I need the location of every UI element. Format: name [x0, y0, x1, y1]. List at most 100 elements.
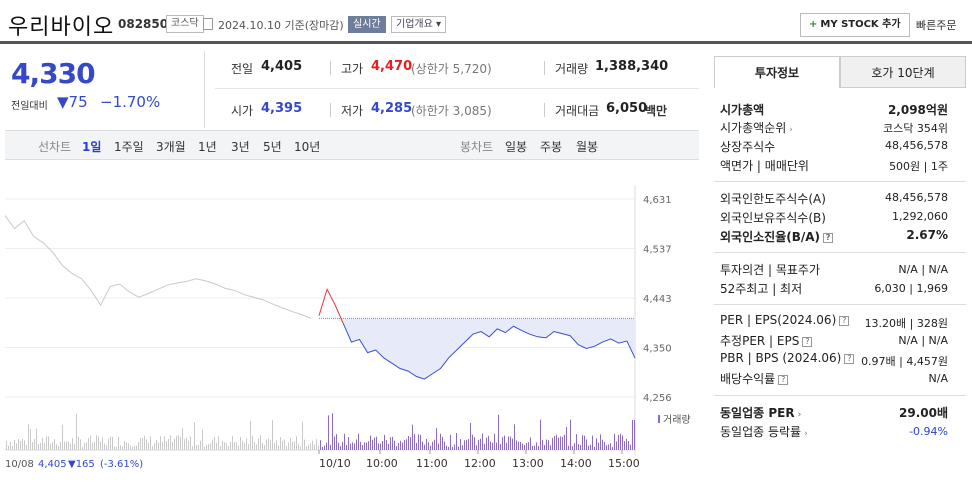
week52-value: 6,030 | 1,969	[874, 282, 948, 295]
help-icon[interactable]: ?	[823, 232, 834, 243]
volume-bar	[490, 441, 491, 450]
volume-bar	[288, 442, 289, 450]
intraday-price-chart[interactable]: 4,631 4,537 4,443 4,350 4,256 10/10 10:00 11:0…	[5, 165, 699, 481]
volume-bar	[376, 436, 377, 450]
volume-bar	[460, 439, 461, 450]
volume-bar	[176, 436, 177, 450]
volume-bar	[432, 441, 433, 450]
volume-bar	[58, 445, 59, 450]
volume-bar	[404, 440, 405, 450]
volume-bar	[118, 437, 119, 450]
volume-bar	[166, 441, 167, 450]
document-icon[interactable]	[203, 18, 213, 30]
volume-bar	[576, 434, 577, 450]
volume-bar	[430, 445, 431, 450]
stock-code: 082850	[118, 17, 169, 31]
volume-bar	[218, 436, 219, 450]
volume-bar	[446, 445, 447, 450]
trade-amount-unit: 백만	[645, 104, 668, 118]
volume-bar	[128, 443, 129, 450]
volume-bar	[372, 439, 373, 450]
volume-label: 거래량	[555, 62, 589, 76]
help-icon[interactable]: ?	[778, 374, 789, 385]
volume-bar	[364, 442, 365, 450]
change-label: 전일대비	[11, 101, 48, 112]
volume-bar	[44, 442, 45, 450]
volume-bar	[468, 439, 469, 450]
volume-bar	[302, 421, 303, 450]
volume-bar	[536, 442, 537, 450]
change-percent: −1.70%	[100, 93, 161, 111]
volume-bar	[246, 438, 247, 450]
period-tab-1w[interactable]: 1주일	[114, 140, 144, 154]
volume-bar	[216, 442, 217, 450]
candle-tab-weekly[interactable]: 주봉	[540, 140, 563, 154]
listed-shares-value: 48,456,578	[885, 139, 948, 152]
volume-bar	[52, 442, 53, 450]
tab-order-book[interactable]: 호가 10단계	[840, 56, 966, 88]
volume-bar	[30, 429, 31, 450]
volume-bar	[382, 440, 383, 450]
volume-bar	[140, 437, 141, 450]
volume-bar	[352, 442, 353, 450]
opinion-label: 투자의견 | 목표주가	[720, 263, 820, 277]
market-cap-rank-label[interactable]: 시가총액순위 ›	[720, 121, 793, 135]
volume-bar	[94, 441, 95, 450]
volume-bar	[482, 433, 483, 450]
volume-bar	[104, 443, 105, 450]
help-icon[interactable]: ?	[802, 336, 813, 347]
volume-bar	[172, 442, 173, 450]
volume-bar	[370, 435, 371, 450]
volume-bar	[560, 436, 561, 450]
volume-bar	[40, 443, 41, 450]
volume-bar	[244, 442, 245, 450]
volume-bar	[436, 428, 437, 450]
industry-per-label[interactable]: 동일업종 PER ›	[720, 406, 802, 420]
volume-bar	[224, 442, 225, 450]
x-axis-ticks: 10/10 10:00 11:00 12:00 13:00 14:00 15:00	[318, 450, 640, 470]
company-info-dropdown[interactable]: 기업개요 ▾	[391, 16, 446, 33]
volume-bar	[464, 440, 465, 450]
volume-bar	[92, 442, 93, 450]
volume-bar	[616, 441, 617, 450]
volume-bar	[322, 446, 323, 450]
volume-bar	[50, 444, 51, 450]
candle-tab-daily[interactable]: 일봉	[505, 140, 528, 154]
volume-bar	[34, 438, 35, 450]
period-tab-1d[interactable]: 1일	[82, 140, 102, 154]
period-tab-1y[interactable]: 1년	[198, 140, 217, 154]
volume-bar	[260, 435, 261, 450]
chevron-right-icon: ›	[789, 125, 793, 135]
volume-bar	[292, 441, 293, 450]
volume-bar	[208, 444, 209, 450]
period-tab-3m[interactable]: 3개월	[156, 140, 186, 154]
period-tab-3y[interactable]: 3년	[231, 140, 250, 154]
volume-bar	[138, 442, 139, 450]
my-stock-add-button[interactable]: + MY STOCK 추가	[800, 13, 910, 37]
volume-bar	[198, 444, 199, 450]
volume-bar	[280, 437, 281, 450]
realtime-button[interactable]: 실시간	[348, 16, 386, 33]
volume-bar	[242, 440, 243, 450]
help-icon[interactable]: ?	[839, 315, 850, 326]
quick-order-link[interactable]: 빠른주문	[916, 19, 957, 32]
volume-bar	[54, 439, 55, 450]
y-tick-label: 4,350	[643, 344, 672, 355]
help-icon[interactable]: ?	[844, 353, 855, 364]
volume-bar	[606, 445, 607, 450]
tab-investment-info[interactable]: 투자정보	[714, 56, 840, 88]
period-tab-5y[interactable]: 5년	[263, 140, 282, 154]
volume-bar	[396, 446, 397, 450]
info-tabs: 투자정보 호가 10단계	[714, 56, 966, 88]
volume-bar	[414, 433, 415, 450]
volume-bar	[162, 441, 163, 450]
volume-bar	[524, 444, 525, 450]
line-chart-label: 선차트	[38, 140, 72, 154]
candle-tab-monthly[interactable]: 월봉	[576, 140, 599, 154]
industry-rate-label[interactable]: 동일업종 등락률 ›	[720, 425, 808, 439]
volume-bar	[130, 445, 131, 450]
volume-bar	[612, 446, 613, 450]
volume-bar	[496, 442, 497, 450]
volume-bar	[238, 445, 239, 450]
period-tab-10y[interactable]: 10년	[294, 140, 321, 154]
